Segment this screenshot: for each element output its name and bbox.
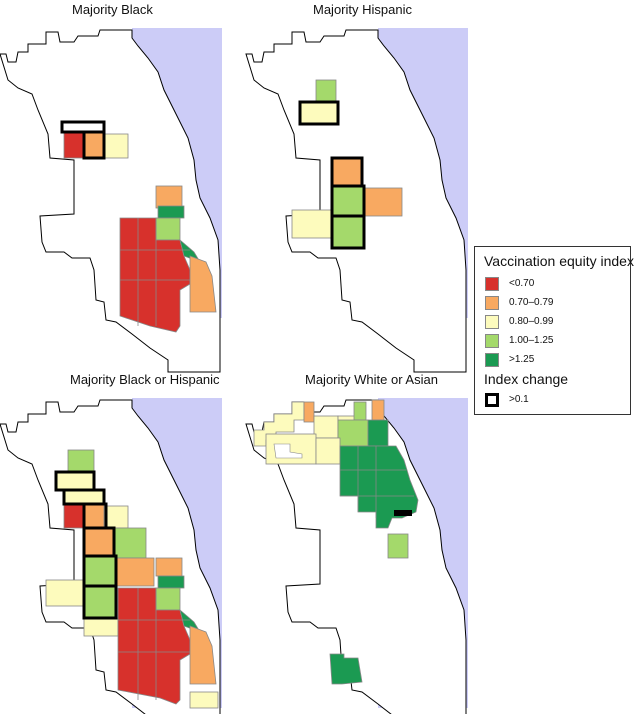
map-cells: [63, 131, 217, 333]
index-change-outline: [298, 100, 340, 126]
legend: Vaccination equity index <0.70 0.70–0.79…: [474, 246, 634, 415]
cell-orange: [83, 503, 107, 529]
cell-lightgreen: [155, 217, 181, 241]
map-cells: [291, 79, 403, 249]
cell-lightgreen: [387, 533, 409, 559]
legend-item: >1.25: [485, 353, 625, 367]
cell-darkgreen: [157, 205, 185, 219]
legend-label: 1.00–1.25: [509, 335, 554, 346]
legend-label: >1.25: [509, 354, 535, 365]
cell-lightgreen: [67, 449, 95, 473]
cell-yellow: [291, 209, 333, 239]
cell-yellow: [103, 505, 129, 529]
cell-orange: [303, 401, 315, 423]
map-majority-hispanic: [245, 28, 468, 373]
map-majority-white-or-asian: [245, 398, 468, 714]
cell-lightgreen: [315, 79, 337, 103]
legend-item: 0.80–0.99: [485, 315, 625, 329]
map-cells: [253, 399, 419, 685]
cell-darkgreen: [157, 575, 185, 589]
cell-yellow: [299, 101, 339, 125]
legend-swatch: [485, 277, 499, 291]
airport-area: [273, 443, 303, 459]
cell-orange: [83, 131, 105, 159]
map-cells: [45, 449, 219, 709]
cell-lightgreen: [83, 555, 117, 587]
cell-darkgreen: [367, 419, 389, 447]
legend-item: <0.70: [485, 277, 625, 291]
legend-swatch: [485, 353, 499, 367]
cell-orange: [331, 157, 363, 187]
cell-yellow: [83, 617, 119, 637]
legend-label: 0.80–0.99: [509, 316, 554, 327]
index-change-outline: [82, 130, 106, 160]
cell-orange: [83, 527, 115, 557]
cell-lightgreen: [331, 185, 365, 217]
cell-orange: [371, 399, 385, 421]
cell-yellow: [265, 433, 317, 465]
cell-lightgreen: [331, 215, 365, 249]
index-change-title: Index change: [484, 371, 569, 387]
legend-item: 1.00–1.25: [485, 334, 625, 348]
panel-title-majority-black-or-hispanic: Majority Black or Hispanic: [70, 372, 220, 387]
index-change-outline: [330, 214, 366, 250]
index-change-outline: [394, 510, 412, 516]
legend-label: <0.70: [509, 278, 535, 289]
cell-lightgreen: [113, 527, 147, 559]
cell-yellow: [103, 133, 129, 159]
cell-lightgreen: [353, 401, 367, 421]
legend-swatch: [485, 315, 499, 329]
cell-lightgreen: [337, 419, 369, 447]
index-change-label: >0.1: [509, 394, 529, 405]
cell-darkgreen: [329, 653, 363, 685]
cell-orange: [115, 557, 155, 587]
legend-item: 0.70–0.79: [485, 296, 625, 310]
cell-yellow: [313, 415, 339, 439]
cell-yellow: [189, 691, 219, 709]
cell-red: [63, 131, 85, 159]
cell-yellow: [63, 489, 105, 505]
map-majority-black: [0, 28, 222, 373]
cell-orange: [363, 187, 403, 217]
legend-swatch: [485, 334, 499, 348]
panel-title-majority-white-or-asian: Majority White or Asian: [305, 372, 438, 387]
cell-orange: [189, 625, 217, 685]
cell-orange: [155, 557, 183, 577]
index-change-swatch: [485, 393, 499, 407]
cell-red: [63, 503, 85, 529]
legend-label: 0.70–0.79: [509, 297, 554, 308]
legend-title: Vaccination equity index: [484, 253, 634, 269]
panel-title-majority-black: Majority Black: [72, 2, 153, 17]
cell-orange: [155, 185, 183, 209]
cell-lightgreen: [155, 587, 181, 611]
cell-lightgreen: [83, 585, 117, 619]
panel-title-majority-hispanic: Majority Hispanic: [313, 2, 412, 17]
legend-swatch: [485, 296, 499, 310]
cell-yellow: [45, 579, 85, 607]
cell-yellow: [55, 471, 95, 491]
cell-orange: [189, 255, 217, 313]
map-majority-black-or-hispanic: [0, 398, 222, 714]
index-change-outline: [82, 584, 118, 620]
cell-yellow: [315, 437, 341, 465]
